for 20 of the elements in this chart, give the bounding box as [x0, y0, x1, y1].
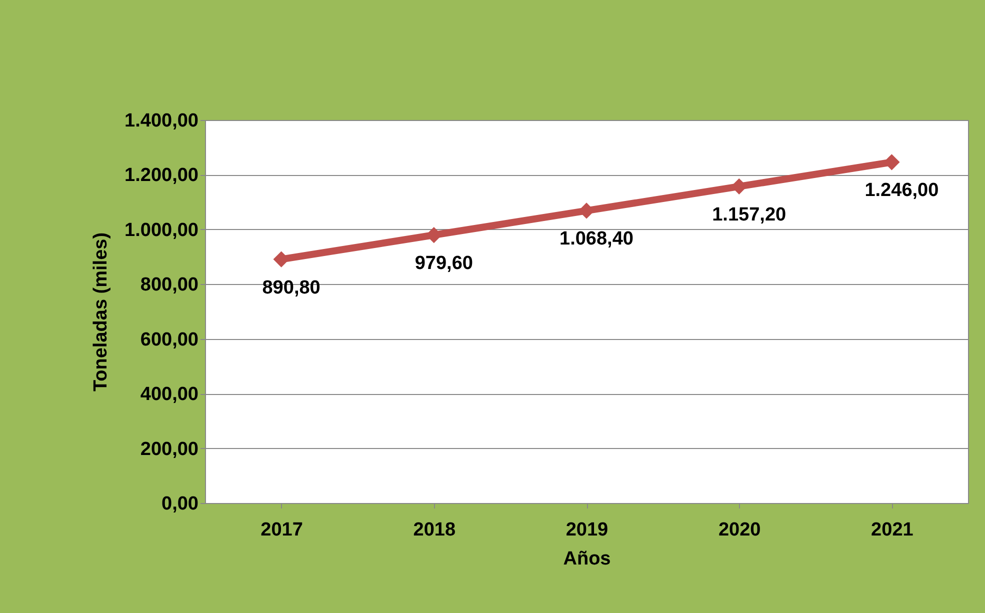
data-label: 890,80	[262, 277, 320, 298]
y-tick-label: 200,00	[140, 438, 198, 460]
x-tick-label: 2021	[871, 520, 914, 540]
x-tick-label: 2019	[566, 520, 608, 540]
y-tick-label: 400,00	[140, 384, 198, 406]
y-tick-label: 1.200,00	[124, 165, 198, 186]
data-label: 1.246,00	[864, 180, 939, 202]
x-tick-label: 2017	[260, 520, 303, 540]
y-tick-label: 0,00	[162, 494, 198, 514]
x-tick-label: 2020	[718, 520, 761, 540]
y-tick-label: 1.000,00	[124, 220, 198, 241]
data-label: 1.068,40	[560, 228, 634, 250]
y-tick-label: 600,00	[140, 329, 198, 350]
data-label: 979,60	[414, 253, 473, 274]
y-axis-title: Toneladas (miles)	[90, 232, 112, 392]
y-tick-label: 1.400,00	[124, 110, 198, 132]
x-tick-label: 2018	[413, 520, 456, 540]
x-axis-title: Años	[563, 548, 611, 570]
data-label: 1.157,20	[712, 204, 786, 226]
y-tick-label: 800,00	[140, 274, 198, 296]
